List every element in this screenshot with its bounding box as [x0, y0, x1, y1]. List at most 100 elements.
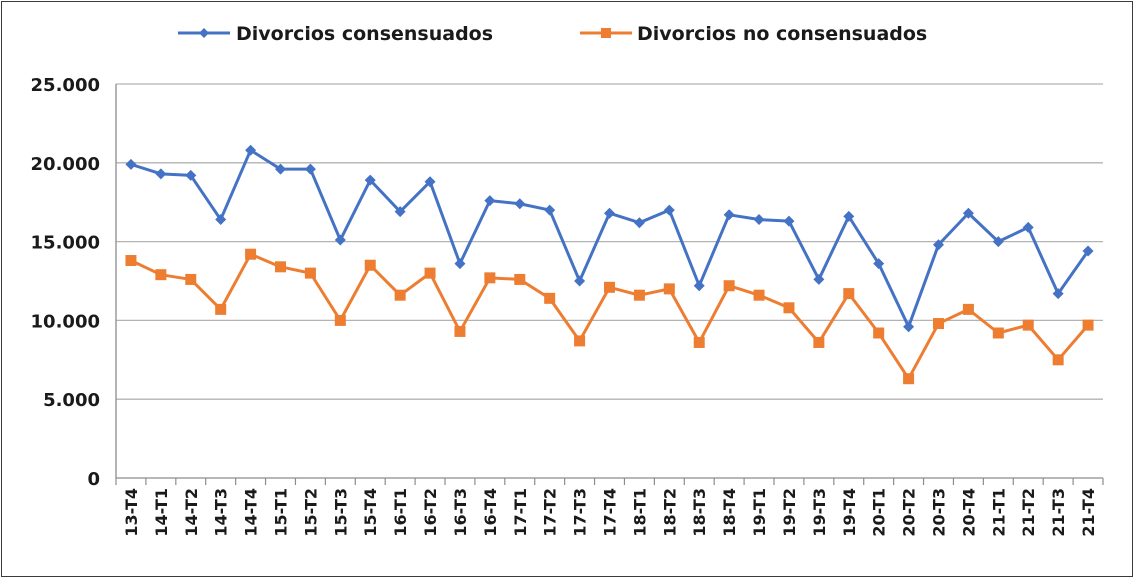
x-tick-label: 19-T4: [840, 488, 859, 537]
x-tick-label: 17-T2: [541, 488, 560, 537]
data-point: [693, 336, 705, 348]
data-point: [723, 280, 735, 292]
y-tick-label: 20.000: [31, 154, 100, 175]
data-point: [753, 214, 765, 226]
x-tick-label: 15-T1: [272, 488, 291, 537]
x-tick-label: 14-T2: [182, 488, 201, 537]
x-tick-label: 15-T3: [331, 488, 350, 537]
legend-label-no-consensuados: Divorcios no consensuados: [637, 23, 927, 45]
x-tick-label: 16-T2: [421, 488, 440, 537]
data-point: [813, 273, 825, 285]
data-point: [275, 163, 286, 175]
x-axis-tick-labels: 13-T4 14-T1 14-T2 14-T3 14-T4 15-T1 15-T2 15-T3…: [115, 478, 1104, 537]
series-line: [130, 252, 1090, 381]
data-point: [334, 314, 346, 326]
gridlines: [115, 83, 1103, 479]
legend-item-no-consensuados: Divorcios no consensuados: [580, 23, 927, 45]
x-tick-label: 14-T1: [152, 488, 171, 537]
data-point: [185, 273, 197, 285]
legend-marker-no-consensuados: [601, 28, 611, 38]
data-point: [574, 335, 586, 347]
data-point: [604, 207, 615, 219]
x-tick-label: 14-T3: [212, 488, 231, 537]
legend: Divorcios consensuados Divorcios no cons…: [178, 23, 927, 45]
x-tick-label: 16-T1: [391, 488, 410, 537]
data-point: [723, 209, 735, 221]
legend-item-consensuados: Divorcios consensuados: [178, 23, 493, 45]
series-0: [125, 144, 1094, 333]
x-tick-label: 21-T3: [1049, 488, 1068, 537]
data-point: [873, 258, 885, 270]
data-point: [962, 303, 974, 315]
data-point: [633, 289, 645, 301]
y-tick-label: 15.000: [31, 233, 100, 254]
data-point: [484, 272, 496, 284]
data-point: [334, 234, 346, 246]
data-point: [992, 327, 1004, 339]
data-point: [992, 236, 1004, 248]
x-tick-label: 18-T2: [660, 488, 679, 537]
x-tick-label: 14-T4: [242, 488, 261, 537]
data-point: [125, 158, 137, 170]
x-tick-label: 17-T3: [571, 488, 590, 537]
data-point: [364, 259, 376, 271]
data-point: [753, 289, 765, 301]
x-tick-label: 18-T1: [630, 488, 649, 537]
x-tick-label: 20-T2: [900, 488, 919, 537]
data-point: [215, 214, 227, 226]
x-tick-label: 20-T1: [870, 488, 889, 537]
data-point: [155, 168, 167, 180]
x-tick-label: 19-T3: [810, 488, 829, 537]
data-point: [514, 273, 526, 285]
data-point: [1082, 319, 1094, 331]
x-tick-label: 21-T2: [1019, 488, 1038, 537]
data-point: [633, 217, 645, 229]
data-point: [215, 303, 227, 315]
data-point: [245, 144, 257, 156]
data-point: [783, 302, 795, 314]
legend-label-consensuados: Divorcios consensuados: [236, 23, 493, 45]
data-point: [933, 239, 944, 251]
data-point: [304, 267, 316, 279]
data-point: [424, 267, 436, 279]
data-point: [185, 169, 197, 181]
data-point: [155, 269, 167, 281]
x-tick-label: 20-T4: [959, 488, 978, 537]
data-point: [394, 289, 406, 301]
x-tick-label: 20-T3: [930, 488, 949, 537]
data-point: [813, 336, 825, 348]
data-point: [125, 255, 137, 267]
x-tick-label: 18-T3: [690, 488, 709, 537]
data-point: [1052, 288, 1064, 300]
data-point: [574, 275, 586, 287]
data-point: [364, 174, 376, 186]
data-point: [903, 321, 915, 333]
data-point: [663, 204, 675, 216]
data-point: [424, 176, 436, 188]
y-tick-label: 5.000: [43, 390, 100, 411]
x-tick-label: 13-T4: [122, 488, 141, 537]
data-point: [544, 292, 556, 304]
x-tick-label: 19-T1: [750, 488, 769, 537]
data-point: [693, 280, 705, 292]
series-1: [125, 248, 1094, 385]
x-tick-label: 19-T2: [780, 488, 799, 537]
data-point: [514, 198, 526, 210]
data-point: [903, 373, 915, 385]
data-point: [304, 163, 316, 175]
x-tick-label: 15-T4: [361, 488, 380, 537]
x-tick-label: 16-T3: [451, 488, 470, 537]
y-tick-label: 25.000: [31, 75, 100, 96]
x-tick-label: 21-T1: [989, 488, 1008, 537]
data-point: [604, 281, 615, 293]
data-point: [783, 215, 795, 227]
data-point: [962, 207, 974, 219]
x-tick-label: 15-T2: [301, 488, 320, 537]
data-point: [843, 288, 855, 300]
data-point: [454, 258, 466, 270]
data-point: [394, 206, 406, 218]
data-point: [245, 248, 257, 260]
data-point: [1022, 319, 1034, 331]
